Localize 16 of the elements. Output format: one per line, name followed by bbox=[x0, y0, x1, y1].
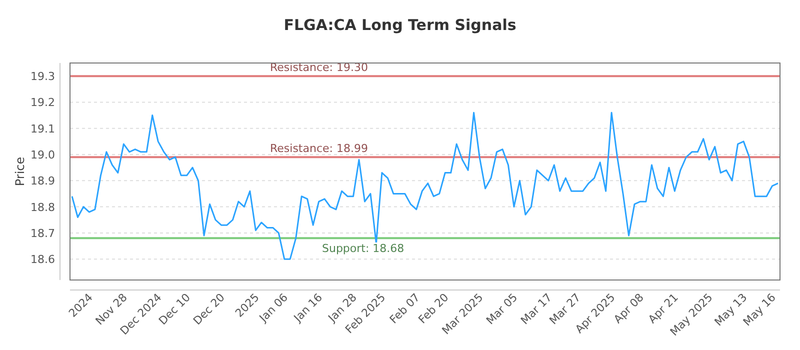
y-tick-label: 19.1 bbox=[30, 122, 55, 136]
y-axis-title: Price bbox=[13, 156, 27, 186]
y-tick-label: 18.7 bbox=[30, 226, 55, 240]
ref-line-label: Resistance: 18.99 bbox=[270, 142, 368, 156]
y-tick-label: 19.3 bbox=[30, 70, 55, 84]
x-tick-label: Jan 16 bbox=[290, 290, 325, 326]
y-tick-label: 19.2 bbox=[30, 96, 55, 110]
ref-line-label: Support: 18.68 bbox=[322, 242, 404, 256]
y-tick-label: 18.6 bbox=[30, 253, 55, 266]
y-tick-label: 18.9 bbox=[30, 174, 55, 188]
y-tick-label: 19.0 bbox=[30, 148, 55, 162]
line-series bbox=[71, 112, 779, 260]
y-tick-label: 18.8 bbox=[30, 200, 55, 214]
x-tick-label: Dec 20 bbox=[190, 290, 228, 328]
x-tick-label: Mar 05 bbox=[484, 290, 520, 328]
chart-title: FLGA:CA Long Term Signals bbox=[284, 16, 516, 34]
